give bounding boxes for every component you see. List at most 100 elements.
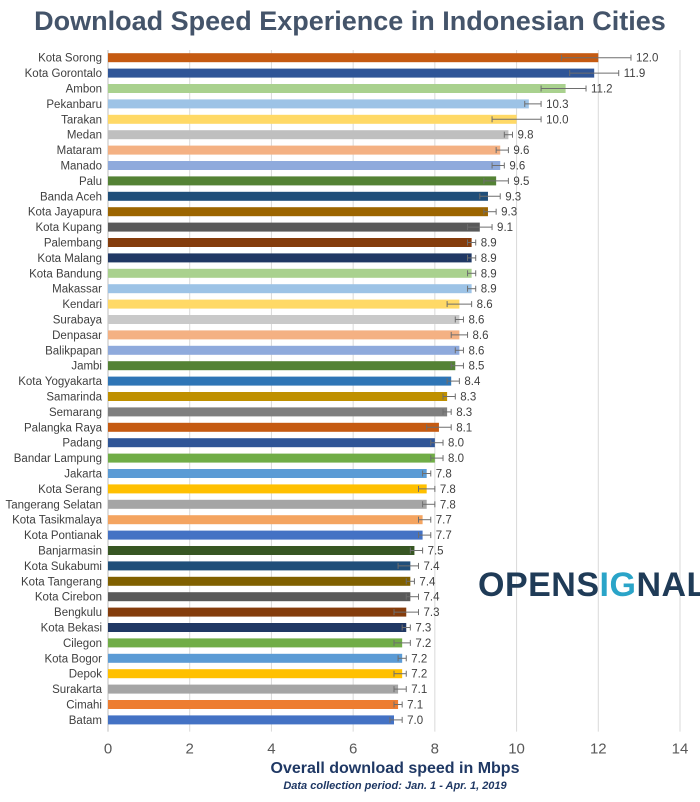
value-label: 7.5 <box>428 546 444 558</box>
category-label: Kota Malang <box>37 253 102 265</box>
bar <box>108 530 423 540</box>
bar <box>108 84 566 93</box>
value-label: 7.3 <box>424 607 440 619</box>
bar <box>108 114 517 124</box>
bar <box>108 268 472 278</box>
bar <box>108 176 497 186</box>
bar <box>108 700 399 709</box>
value-label: 7.4 <box>424 592 441 604</box>
value-label: 7.8 <box>436 469 452 481</box>
bar <box>108 145 501 155</box>
category-label: Kota Tangerang <box>21 576 102 588</box>
category-label: Medan <box>67 130 102 142</box>
bar <box>108 299 460 309</box>
value-label: 8.3 <box>456 407 472 419</box>
value-label: 7.4 <box>419 576 436 588</box>
category-label: Samarinda <box>46 392 102 404</box>
category-label: Kota Pontianak <box>24 530 102 542</box>
bar <box>108 607 407 617</box>
bar <box>108 99 529 109</box>
category-label: Surakarta <box>52 684 102 696</box>
bar <box>108 207 488 217</box>
bar <box>108 53 599 63</box>
category-label: Padang <box>62 438 102 450</box>
value-label: 9.6 <box>509 161 525 173</box>
category-label: Makassar <box>52 284 102 296</box>
chart-title: Download Speed Experience in Indonesian … <box>34 6 666 36</box>
category-label: Batam <box>69 715 102 727</box>
bar <box>108 422 439 432</box>
bar <box>108 653 403 663</box>
value-label: 9.1 <box>497 222 513 234</box>
value-label: 8.6 <box>468 345 484 357</box>
bar <box>108 715 394 725</box>
category-labels: Kota Sorong Kota Gorontalo Ambon Pekanbaru T… <box>5 53 102 727</box>
value-label: 7.7 <box>436 515 452 527</box>
category-label: Kota Bandung <box>29 268 102 280</box>
category-label: Kendari <box>62 299 102 311</box>
bar <box>108 130 509 140</box>
value-label: 9.5 <box>513 176 529 188</box>
value-label: 7.3 <box>415 623 431 635</box>
error-bars <box>389 54 632 723</box>
bar <box>108 546 415 555</box>
category-label: Cimahi <box>66 700 102 712</box>
category-label: Kota Bogor <box>44 653 102 665</box>
category-label: Kota Kupang <box>35 222 102 234</box>
bar-chart: Kota Sorong Kota Gorontalo Ambon Pekanbaru T… <box>5 50 689 758</box>
value-label: 8.6 <box>468 315 484 327</box>
category-label: Bengkulu <box>54 607 102 619</box>
value-label: 7.1 <box>411 684 427 696</box>
category-label: Kota Yogyakarta <box>18 376 102 388</box>
bar <box>108 669 403 679</box>
bar <box>108 345 460 355</box>
x-tick-label: 12 <box>590 741 607 758</box>
bar <box>108 453 435 463</box>
bar <box>108 515 423 525</box>
opensignal-logo: OPENSIGNAL <box>478 566 700 604</box>
category-label: Pekanbaru <box>46 99 102 111</box>
bar <box>108 592 411 602</box>
x-tick-label: 10 <box>508 741 525 758</box>
bar <box>108 499 427 509</box>
category-label: Cilegon <box>63 638 102 650</box>
category-label: Balikpapan <box>45 345 102 357</box>
value-label: 7.2 <box>415 638 431 650</box>
category-label: Mataram <box>57 145 102 157</box>
bar <box>108 407 448 417</box>
category-label: Banjarmasin <box>38 546 102 558</box>
bar <box>108 623 407 632</box>
value-label: 7.1 <box>407 700 423 712</box>
category-label: Tangerang Selatan <box>5 499 102 511</box>
category-label: Jakarta <box>64 469 102 481</box>
x-tick-label: 2 <box>186 741 194 758</box>
value-label: 8.9 <box>481 238 497 250</box>
bar <box>108 330 460 340</box>
value-label: 8.1 <box>456 422 472 434</box>
category-label: Semarang <box>49 407 102 419</box>
bar <box>108 576 411 586</box>
category-label: Jambi <box>71 361 102 373</box>
value-label: 7.0 <box>407 715 423 727</box>
bars <box>108 53 599 725</box>
bar <box>108 161 501 170</box>
data-collection-note: Data collection period: Jan. 1 - Apr. 1,… <box>283 780 507 792</box>
x-axis-label: Overall download speed in Mbps <box>270 760 520 777</box>
value-label: 8.6 <box>473 330 489 342</box>
category-label: Kota Sorong <box>38 53 102 65</box>
x-tick-label: 14 <box>672 741 689 758</box>
category-label: Manado <box>60 161 102 173</box>
value-label: 9.3 <box>501 207 517 219</box>
value-labels: 12.0 11.9 11.2 10.3 10.0 9.8 9.6 9.6 9.5 9.3 9.3 9.… <box>407 53 658 727</box>
category-label: Palu <box>79 176 102 188</box>
bar <box>108 469 427 478</box>
value-label: 8.0 <box>448 453 464 465</box>
bar <box>108 561 411 571</box>
bar <box>108 684 399 694</box>
value-label: 8.9 <box>481 284 497 296</box>
value-label: 9.6 <box>513 145 529 157</box>
bar <box>108 376 452 386</box>
x-tick-label: 6 <box>349 741 357 758</box>
value-label: 9.8 <box>517 130 533 142</box>
category-label: Depok <box>69 669 102 681</box>
